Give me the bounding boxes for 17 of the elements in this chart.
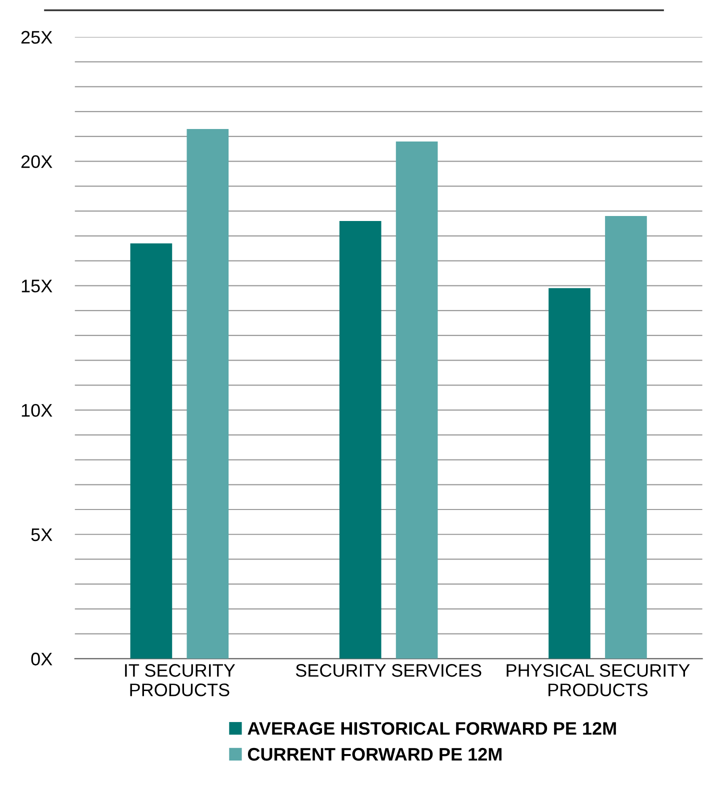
bar [186,129,229,659]
x-tick-label: IT SECURITY PRODUCTS [125,664,236,696]
y-tick-label: 20X [21,155,52,168]
legend-label: CURRENT FORWARD PE 12M [248,748,502,761]
bar [130,243,172,659]
legend-label: AVERAGE HISTORICAL FORWARD PE 12M [248,722,616,735]
bar [339,221,382,659]
y-tick-label: 25X [21,30,52,44]
x-tick-label: SECURITY SERVICES [296,664,482,677]
bar [396,141,438,659]
y-tick-label: 10X [22,404,52,417]
y-tick-label: 0X [31,652,52,666]
x-tick-label: PHYSICAL SECURITY PRODUCTS [506,664,690,696]
y-tick-label: 15X [22,280,52,292]
bar [548,288,590,659]
bar [605,216,647,659]
y-tick-label: 5X [31,528,52,542]
